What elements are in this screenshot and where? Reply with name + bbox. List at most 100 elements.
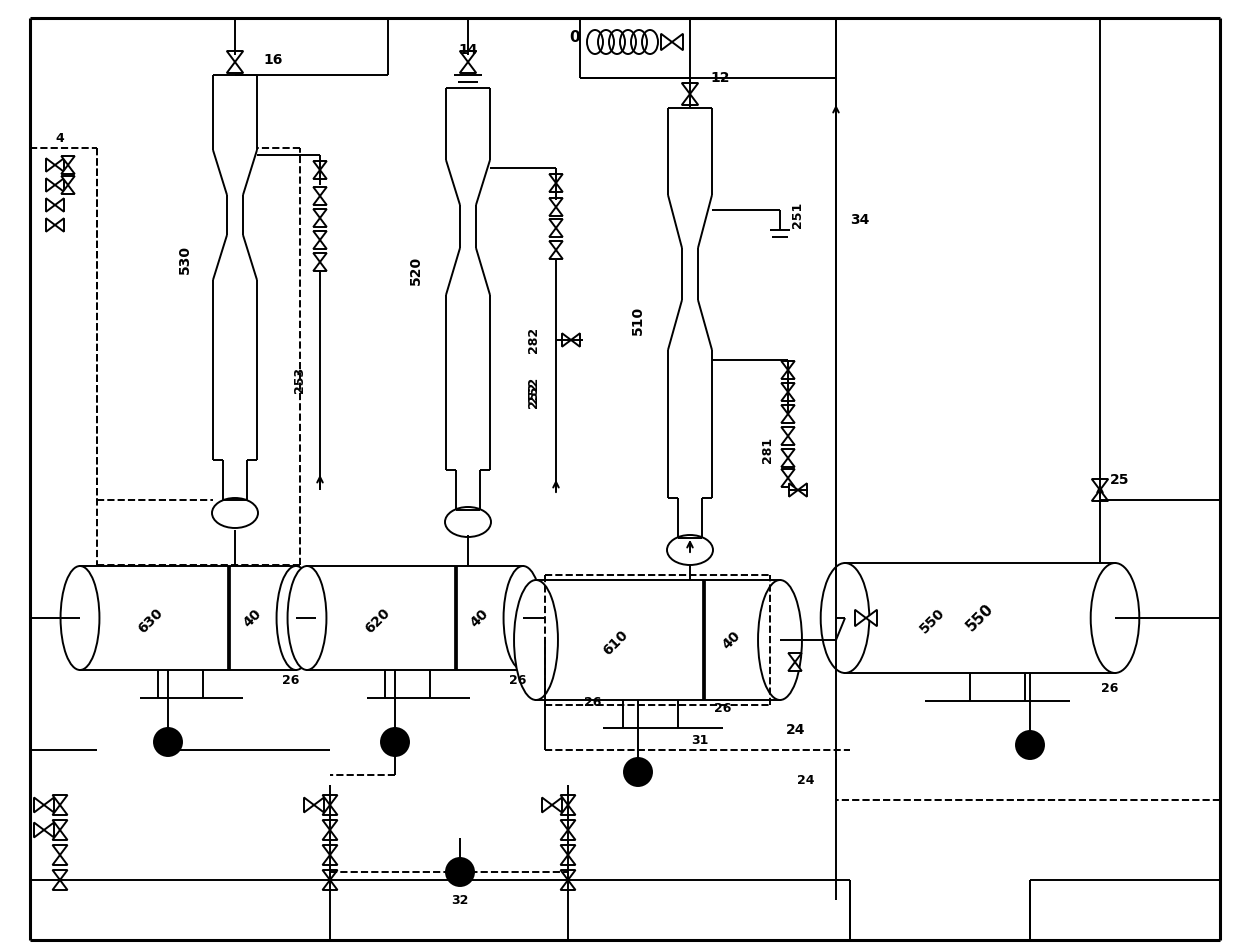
Polygon shape: [549, 198, 563, 207]
Polygon shape: [313, 262, 327, 271]
Bar: [536, 580, 781, 700]
Text: 252: 252: [527, 382, 539, 408]
Polygon shape: [61, 156, 74, 165]
Polygon shape: [782, 458, 794, 467]
Polygon shape: [313, 170, 327, 179]
Ellipse shape: [1090, 563, 1140, 673]
Text: 530: 530: [178, 245, 192, 275]
Polygon shape: [61, 165, 74, 174]
Ellipse shape: [287, 566, 326, 670]
Polygon shape: [553, 798, 563, 812]
Text: 16: 16: [264, 53, 282, 67]
Bar: [845, 563, 1115, 673]
Polygon shape: [560, 870, 575, 880]
Polygon shape: [788, 662, 802, 671]
Text: 12: 12: [710, 71, 730, 85]
Text: 31: 31: [691, 733, 709, 747]
Polygon shape: [313, 209, 327, 218]
Polygon shape: [798, 483, 807, 496]
Ellipse shape: [820, 563, 870, 673]
Text: 630: 630: [135, 606, 165, 636]
Polygon shape: [782, 383, 794, 392]
Polygon shape: [1092, 490, 1108, 501]
Polygon shape: [681, 83, 699, 94]
Polygon shape: [45, 823, 55, 838]
Circle shape: [624, 758, 652, 786]
Polygon shape: [782, 370, 794, 379]
Polygon shape: [855, 610, 866, 627]
Polygon shape: [660, 33, 672, 50]
Polygon shape: [322, 795, 337, 805]
Polygon shape: [55, 218, 64, 232]
Ellipse shape: [758, 580, 802, 700]
Polygon shape: [313, 187, 327, 196]
Polygon shape: [52, 855, 67, 865]
Polygon shape: [55, 158, 64, 172]
Polygon shape: [560, 880, 575, 890]
Text: 24: 24: [797, 773, 815, 786]
Text: 510: 510: [631, 305, 646, 335]
Polygon shape: [866, 610, 877, 627]
Polygon shape: [300, 637, 312, 646]
Polygon shape: [549, 228, 563, 237]
Polygon shape: [52, 820, 67, 830]
Polygon shape: [313, 196, 327, 205]
Polygon shape: [560, 805, 575, 815]
Polygon shape: [322, 870, 337, 880]
Text: 14: 14: [458, 43, 478, 57]
Polygon shape: [300, 646, 312, 655]
Text: 26: 26: [585, 695, 602, 708]
Polygon shape: [313, 798, 325, 812]
Polygon shape: [560, 855, 575, 865]
Polygon shape: [322, 830, 337, 840]
Polygon shape: [1092, 479, 1108, 490]
Polygon shape: [313, 218, 327, 227]
Text: 26: 26: [509, 673, 527, 687]
Ellipse shape: [503, 566, 543, 670]
Polygon shape: [227, 51, 243, 62]
Polygon shape: [52, 880, 67, 890]
Polygon shape: [460, 62, 476, 73]
Text: 0: 0: [570, 30, 580, 46]
Bar: [81, 566, 296, 670]
Text: 40: 40: [720, 629, 743, 651]
Polygon shape: [782, 405, 794, 414]
Text: 252: 252: [528, 377, 540, 403]
Polygon shape: [782, 478, 794, 487]
Polygon shape: [549, 207, 563, 216]
Polygon shape: [313, 161, 327, 170]
Polygon shape: [52, 805, 67, 815]
Polygon shape: [782, 392, 794, 401]
Polygon shape: [541, 798, 553, 812]
Text: 282: 282: [528, 327, 540, 353]
Polygon shape: [549, 250, 563, 259]
Polygon shape: [52, 830, 67, 840]
Polygon shape: [681, 94, 699, 105]
Polygon shape: [782, 449, 794, 458]
Polygon shape: [549, 174, 563, 183]
Circle shape: [446, 858, 475, 886]
Polygon shape: [45, 798, 55, 812]
Polygon shape: [528, 646, 541, 655]
Polygon shape: [549, 241, 563, 250]
Circle shape: [297, 609, 315, 627]
Circle shape: [527, 609, 544, 627]
Polygon shape: [313, 240, 327, 249]
Text: 25: 25: [1110, 473, 1130, 487]
Text: 34: 34: [850, 213, 870, 227]
Ellipse shape: [276, 566, 316, 670]
Circle shape: [382, 728, 409, 756]
Polygon shape: [560, 795, 575, 805]
Polygon shape: [549, 219, 563, 228]
Polygon shape: [304, 798, 313, 812]
Text: 251: 251: [792, 202, 804, 228]
Polygon shape: [46, 218, 55, 232]
Text: 32: 32: [451, 894, 468, 906]
Text: 24: 24: [787, 723, 805, 737]
Polygon shape: [560, 820, 575, 830]
Text: 40: 40: [468, 606, 492, 630]
Text: 26: 26: [715, 702, 732, 714]
Polygon shape: [672, 33, 683, 50]
Text: 26: 26: [282, 673, 300, 687]
Ellipse shape: [61, 566, 99, 670]
